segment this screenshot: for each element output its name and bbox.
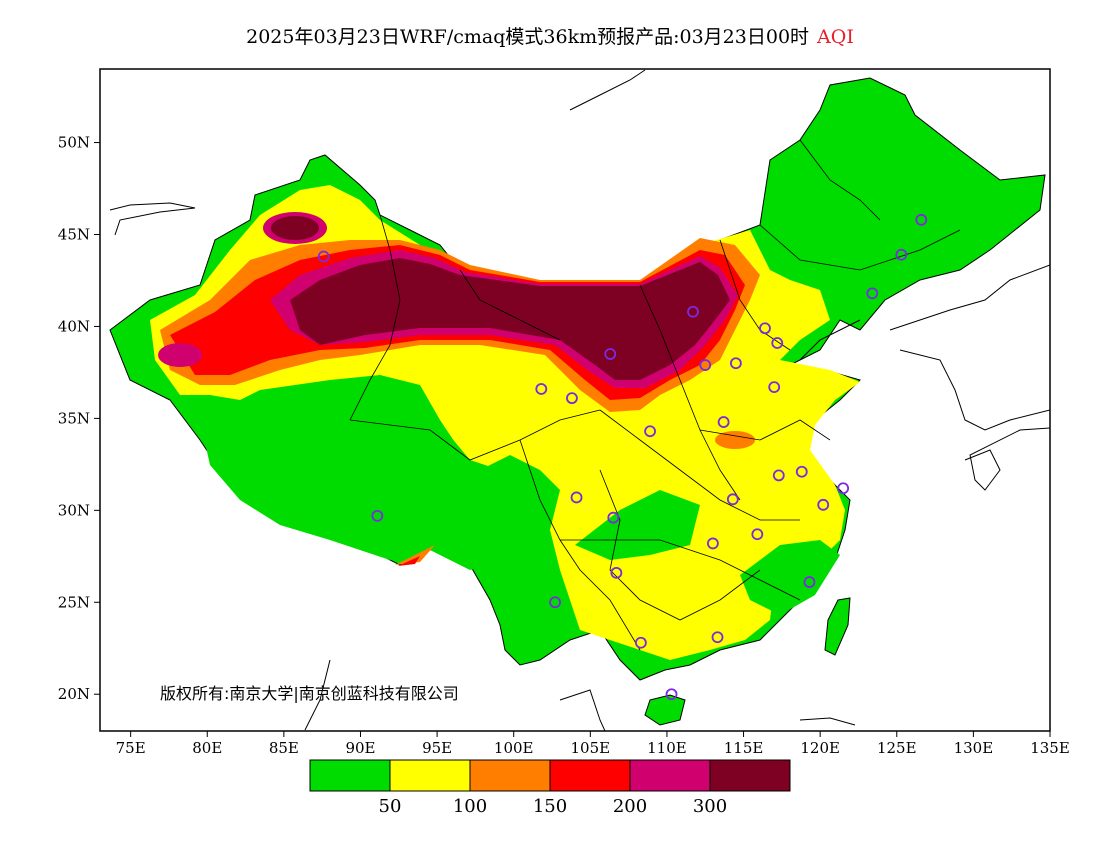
city-station-marker bbox=[644, 425, 656, 438]
legend-swatch bbox=[709, 759, 791, 792]
lat-tick-label: 45N bbox=[58, 226, 90, 244]
aqi-zone-tibet-south-red bbox=[398, 556, 420, 566]
legend-label: 50 bbox=[379, 796, 402, 817]
aqi-zone-50-southeast bbox=[740, 540, 840, 615]
legend-swatch bbox=[309, 759, 391, 792]
lon-tick-label: 115E bbox=[724, 739, 764, 757]
legend-swatch bbox=[469, 759, 551, 792]
lat-tick-label: 40N bbox=[58, 317, 90, 335]
aqi-legend: 50 100 150 200 300 bbox=[309, 759, 791, 817]
city-station-marker bbox=[604, 348, 617, 360]
city-station-marker bbox=[687, 305, 699, 318]
copyright-notice: 版权所有:南京大学|南京创蓝科技有限公司 bbox=[160, 684, 459, 703]
city-station-marker bbox=[803, 576, 816, 588]
city-station-marker bbox=[772, 469, 785, 482]
lon-tick-label: 75E bbox=[116, 739, 146, 757]
city-station-marker bbox=[817, 498, 830, 511]
lon-tick-label: 90E bbox=[345, 739, 375, 757]
aqi-zone-300-plus bbox=[290, 258, 730, 380]
city-station-marker bbox=[535, 383, 548, 395]
map-title: 2025年03月23日WRF/cmaq模式36km预报产品:03月23日00时 A… bbox=[0, 22, 1100, 49]
lon-tick-label: 80E bbox=[192, 739, 222, 757]
map-frame bbox=[99, 68, 1051, 732]
city-station-marker bbox=[895, 248, 908, 261]
city-station-marker bbox=[726, 493, 739, 506]
lat-tick-label: 20N bbox=[58, 685, 90, 703]
city-station-marker bbox=[717, 416, 730, 428]
city-station-marker bbox=[759, 322, 771, 335]
city-station-marker bbox=[795, 465, 808, 478]
city-station-marker bbox=[570, 491, 583, 504]
station-markers bbox=[317, 213, 928, 701]
legend-swatch bbox=[389, 759, 471, 792]
longitude-axis: 75E 80E 85E 90E 95E 100E 105E 110E 115E 120E 125E 1… bbox=[116, 731, 1070, 757]
legend-label: 200 bbox=[613, 796, 647, 817]
legend-swatch bbox=[629, 759, 711, 792]
city-station-marker bbox=[707, 537, 719, 550]
city-station-marker bbox=[566, 392, 578, 405]
lon-tick-label: 125E bbox=[877, 739, 917, 757]
lon-tick-label: 110E bbox=[647, 739, 687, 757]
city-station-marker bbox=[634, 636, 647, 649]
aqi-hotspot-west bbox=[158, 343, 202, 367]
city-station-marker bbox=[751, 528, 764, 541]
city-station-marker bbox=[665, 688, 678, 701]
city-station-marker bbox=[371, 509, 384, 522]
map-area bbox=[109, 69, 1050, 731]
hainan-island bbox=[644, 694, 686, 726]
legend-label: 150 bbox=[533, 796, 567, 817]
city-station-marker bbox=[549, 596, 561, 609]
city-station-marker bbox=[915, 213, 928, 226]
aqi-hotspot-henan bbox=[715, 431, 755, 449]
city-station-marker bbox=[837, 482, 850, 495]
city-station-marker bbox=[729, 357, 742, 370]
lon-tick-label: 130E bbox=[954, 739, 994, 757]
city-station-marker bbox=[768, 381, 781, 394]
city-station-marker bbox=[610, 566, 623, 579]
legend-swatch bbox=[549, 759, 631, 792]
taiwan-island bbox=[824, 597, 851, 656]
lon-tick-label: 105E bbox=[571, 739, 611, 757]
lon-tick-label: 135E bbox=[1030, 739, 1070, 757]
aqi-zone-50-tibet bbox=[200, 375, 510, 570]
province-borders bbox=[349, 139, 961, 651]
lon-tick-label: 95E bbox=[422, 739, 452, 757]
city-station-marker bbox=[607, 511, 620, 524]
coastlines bbox=[109, 69, 1050, 731]
lat-tick-label: 35N bbox=[58, 409, 90, 427]
lat-tick-label: 25N bbox=[58, 593, 90, 611]
latitude-axis: 50N 45N 40N 35N 30N 25N 20N bbox=[58, 134, 100, 703]
aqi-zone-tibet-south bbox=[395, 545, 435, 565]
lat-tick-label: 50N bbox=[58, 134, 90, 152]
city-station-marker bbox=[699, 359, 712, 371]
city-station-marker bbox=[711, 631, 724, 644]
title-text: 2025年03月23日WRF/cmaq模式36km预报产品:03月23日00时 bbox=[246, 26, 810, 48]
title-variable: AQI bbox=[817, 26, 854, 48]
city-station-marker bbox=[317, 250, 330, 263]
city-station-marker bbox=[866, 287, 879, 300]
lon-tick-label: 120E bbox=[800, 739, 840, 757]
city-station-marker bbox=[771, 337, 784, 349]
legend-label: 100 bbox=[453, 796, 487, 817]
lat-tick-label: 30N bbox=[58, 501, 90, 519]
legend-label: 300 bbox=[693, 796, 727, 817]
lon-tick-label: 100E bbox=[494, 739, 534, 757]
aqi-hotspot-north-xinjiang-core bbox=[271, 216, 319, 240]
lon-tick-label: 85E bbox=[269, 739, 299, 757]
